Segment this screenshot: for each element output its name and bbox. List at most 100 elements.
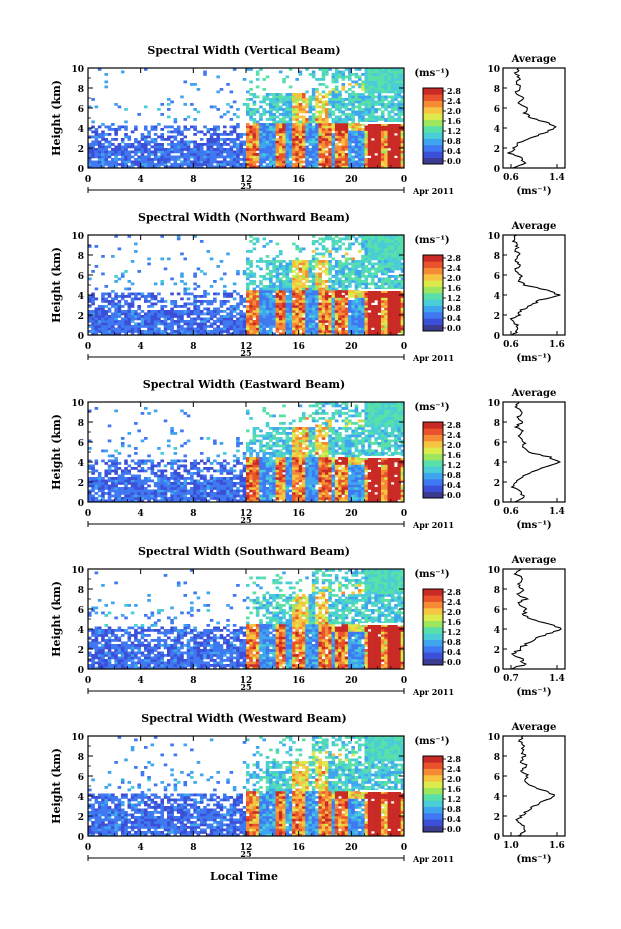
heatmap-cell [348,123,352,126]
heatmap-cell [377,245,382,248]
heatmap-cell [305,160,309,164]
heatmap-cell [374,317,378,321]
heatmap-cell [334,88,339,91]
heatmap-cell [367,247,372,251]
heatmap-cell [150,472,155,475]
heatmap-cell [371,330,375,333]
heatmap-cell [341,262,346,266]
heatmap-cell [213,143,217,146]
heatmap-cell [295,98,299,101]
heatmap-cell [285,312,290,316]
heatmap-cell [328,237,332,241]
heatmap-cell [120,155,125,159]
heatmap-cell [222,148,227,151]
heatmap-cell [341,155,346,159]
heatmap-cell [400,317,405,321]
heatmap-cell [295,163,299,166]
heatmap-cell [321,240,326,243]
heatmap-cell [97,327,102,331]
heatmap-cell [384,322,388,326]
heatmap-cell [209,332,214,336]
heatmap-cell [390,160,395,164]
heatmap-cell [242,133,247,136]
heatmap-cell [262,312,267,316]
heatmap-cell [226,325,230,328]
heatmap-cell [334,90,339,94]
heatmap-cell [354,282,359,286]
heatmap-cell [111,255,115,258]
heatmap-cell [292,275,296,278]
heatmap-cell [111,128,115,131]
heatmap-cell [374,282,378,286]
heatmap-cell [160,103,165,106]
heatmap-cell [305,295,309,298]
heatmap-cell [367,282,372,286]
heatmap-cell [252,100,257,104]
heatmap-cell [114,472,118,475]
heatmap-cell [380,103,385,106]
heatmap-cell [394,332,398,336]
heatmap-cell [269,280,273,283]
heatmap-cell [252,315,257,318]
heatmap-cell [127,310,132,313]
heatmap-cell [269,110,273,114]
heatmap-cell [255,307,260,311]
heatmap-cell [272,108,276,111]
heatmap-cell [377,262,382,266]
heatmap-cell [137,499,141,503]
heatmap-cell [348,118,352,121]
heatmap-cell [367,252,372,256]
heatmap-cell [111,290,115,293]
heatmap-cell [325,297,329,301]
heatmap-cell [203,133,207,136]
heatmap-cell [255,295,260,298]
heatmap-cell [341,302,346,306]
heatmap-cell [338,140,342,144]
heatmap-cell [328,285,332,288]
heatmap-cell [348,280,352,283]
average-profile-line [507,67,557,169]
heatmap-cell [380,292,385,296]
heatmap-cell [104,160,109,164]
heatmap-cell [298,260,303,263]
heatmap-cell [374,158,378,161]
heatmap-cell [246,305,250,308]
heatmap-cell [331,305,336,308]
heatmap-cell [394,322,398,326]
heatmap-cell [354,133,359,136]
heatmap-cell [206,317,211,321]
heatmap-cell [400,98,405,101]
heatmap-cell [397,145,402,149]
heatmap-cell [315,133,319,136]
heatmap-cell [334,103,339,106]
heatmap-cell [120,477,125,480]
heatmap-cell [150,292,155,296]
heatmap-cell [91,312,95,316]
heatmap-cell [334,73,339,76]
heatmap-cell [183,312,188,316]
heatmap-cell [394,287,398,291]
heatmap-cell [88,467,92,470]
heatmap-cell [308,302,313,306]
heatmap-cell [226,160,230,164]
heatmap-cell [213,125,217,129]
heatmap-cell [334,240,339,243]
heatmap-cell [222,113,227,116]
heatmap-cell [348,78,352,81]
heatmap-cell [285,302,290,306]
heatmap-cell [341,118,346,121]
heatmap-cell [361,270,365,273]
heatmap-cell [400,150,405,154]
heatmap-cell [183,125,188,129]
heatmap-cell [288,110,293,114]
heatmap-cell [269,300,273,303]
heatmap-cell [354,95,359,99]
heatmap-cell [104,158,109,161]
heatmap-cell [160,489,165,493]
heatmap-cell [114,482,118,485]
heatmap-cell [285,103,290,106]
heatmap-cell [348,242,352,246]
heatmap-cell [397,325,402,328]
heatmap-cell [104,145,109,149]
heatmap-cell [318,305,323,308]
